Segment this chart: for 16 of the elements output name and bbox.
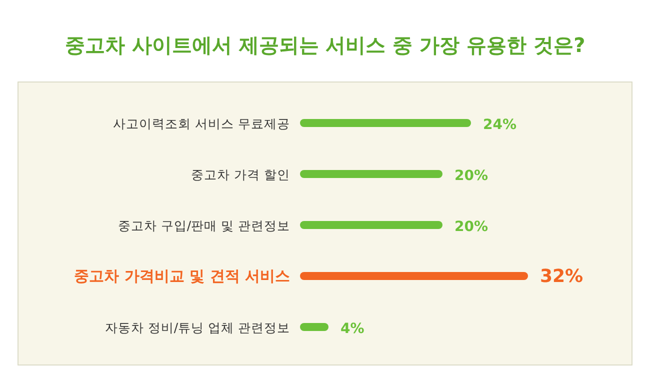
y-tick-label: 중고차 가격비교 및 견적 서비스 (74, 267, 290, 285)
chart-title: 중고차 사이트에서 제공되는 서비스 중 가장 유용한 것은? (64, 33, 586, 57)
data-label: 24% (483, 117, 517, 133)
data-label: 20% (454, 219, 488, 235)
data-label: 4% (340, 321, 364, 337)
data-label: 32% (540, 266, 584, 287)
y-tick-label: 중고차 구입/판매 및 관련정보 (118, 218, 290, 233)
y-tick-label: 중고차 가격 할인 (191, 167, 290, 182)
data-label: 20% (454, 168, 488, 184)
bar (300, 119, 471, 127)
bar (300, 221, 442, 229)
bar (300, 323, 328, 331)
bar (300, 272, 528, 280)
y-tick-label: 사고이력조회 서비스 무료제공 (113, 116, 290, 131)
y-tick-label: 자동차 정비/튜닝 업체 관련정보 (104, 320, 290, 335)
bar (300, 170, 442, 178)
